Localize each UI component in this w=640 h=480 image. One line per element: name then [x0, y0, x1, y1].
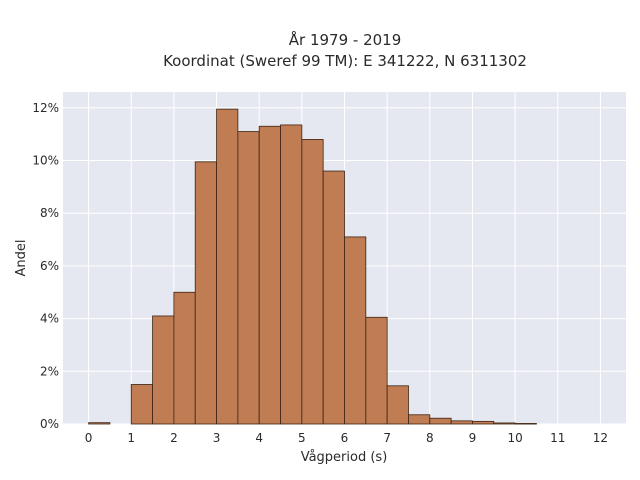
x-tick-label: 6 [341, 431, 349, 445]
x-axis-label: Vågperiod (s) [301, 450, 388, 465]
histogram-bar [216, 108, 239, 425]
histogram-bar [386, 385, 409, 425]
x-tick-label: 12 [593, 431, 608, 445]
histogram-bar [472, 420, 495, 425]
histogram-bar [152, 315, 175, 425]
y-tick-label: 12% [32, 101, 59, 115]
y-tick-label: 8% [40, 206, 59, 220]
y-tick-label: 4% [40, 312, 59, 326]
x-tick-label: 5 [298, 431, 306, 445]
histogram-bar [301, 139, 324, 425]
histogram-bar [258, 125, 281, 425]
y-tick-label: 6% [40, 259, 59, 273]
x-tick-label: 11 [550, 431, 565, 445]
y-axis-ticks: 0% 2% 4% 6% 8% 10% 12% [32, 101, 59, 431]
histogram-bar [194, 161, 217, 425]
y-tick-label: 0% [40, 417, 59, 431]
histogram-bar [408, 414, 431, 425]
histogram-bar [429, 417, 452, 425]
histogram-bar [130, 384, 153, 425]
histogram-bar [514, 423, 537, 425]
x-tick-label: 3 [213, 431, 221, 445]
y-tick-label: 2% [40, 364, 59, 378]
y-axis-label: Andel [14, 240, 29, 277]
histogram-bar [493, 422, 516, 425]
histogram-bar [173, 291, 196, 425]
x-tick-label: 9 [469, 431, 477, 445]
histogram-bar [237, 131, 260, 425]
x-tick-label: 8 [426, 431, 434, 445]
histogram-bar [88, 422, 111, 425]
chart-title-line-2: Koordinat (Sweref 99 TM): E 341222, N 63… [163, 52, 527, 70]
x-tick-label: 0 [85, 431, 93, 445]
x-tick-label: 10 [507, 431, 522, 445]
chart-title-line-1: År 1979 - 2019 [289, 30, 402, 49]
histogram-bar [450, 420, 473, 425]
x-tick-label: 7 [383, 431, 391, 445]
bars [88, 108, 537, 425]
histogram-bar [322, 170, 345, 425]
x-axis-ticks: 0 1 2 3 4 5 6 7 8 9 10 11 12 [85, 431, 608, 445]
histogram-bar [280, 124, 303, 425]
x-tick-label: 2 [170, 431, 178, 445]
histogram-bar [344, 236, 367, 425]
y-tick-label: 10% [32, 154, 59, 168]
x-tick-label: 1 [127, 431, 135, 445]
x-tick-label: 4 [255, 431, 263, 445]
histogram-bar [365, 316, 388, 425]
